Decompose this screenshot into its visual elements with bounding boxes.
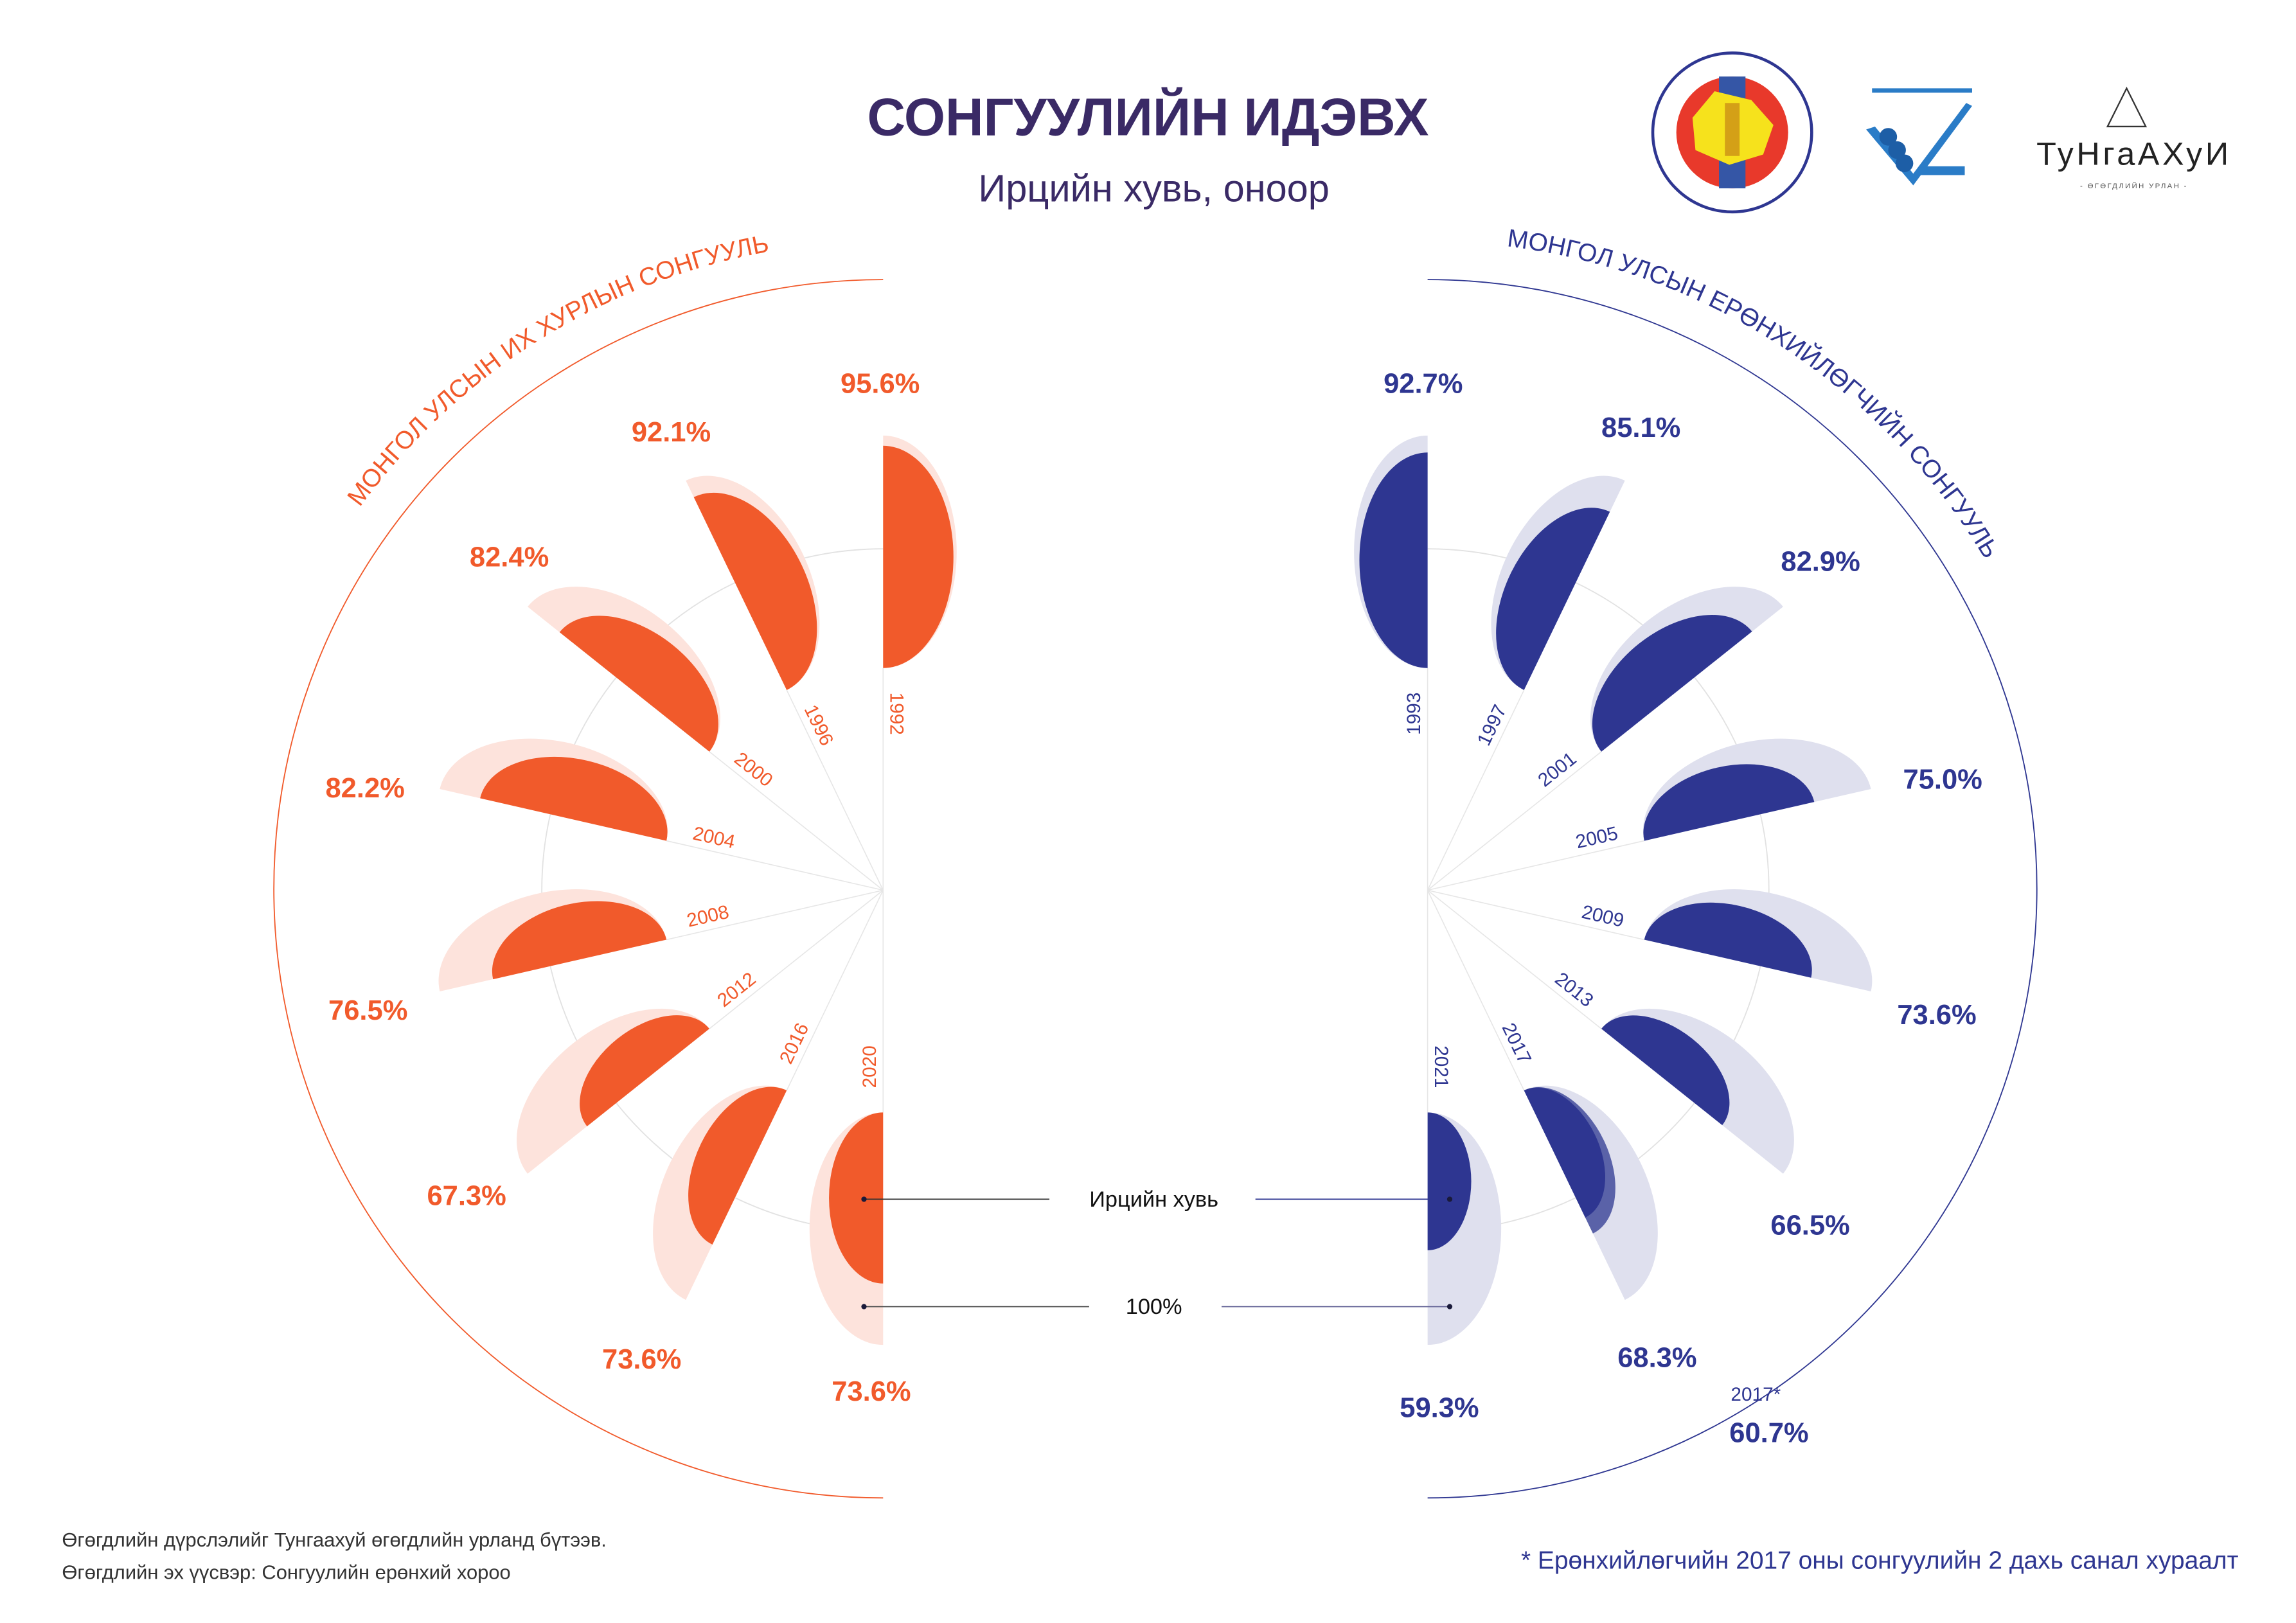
value-label: 68.3% xyxy=(1617,1343,1696,1374)
petal-value xyxy=(1427,1112,1472,1250)
petal-1992 xyxy=(882,435,957,891)
petal-2004 xyxy=(440,738,884,891)
year-label: 1997 xyxy=(1473,702,1511,749)
petal-value xyxy=(829,1112,884,1284)
radial-line xyxy=(709,889,884,1029)
value-label: 82.2% xyxy=(325,773,404,804)
tungaakhui-logo-text: ТуНгаАХуИ xyxy=(2036,135,2232,172)
petal-2020 xyxy=(809,890,884,1345)
series-title-parliament: МОНГОЛ УЛСЫН ИХ ХУРЛЫН СОНГУУЛЬ xyxy=(343,230,771,511)
radial-line xyxy=(709,751,884,891)
petal-1993 xyxy=(1354,435,1428,891)
petal-2005 xyxy=(1427,738,1871,891)
page-subtitle: Ирцийн хувь, оноор xyxy=(978,167,1329,210)
petal-2001 xyxy=(1427,587,1783,891)
radial-line xyxy=(1427,689,1525,891)
value-label: 82.4% xyxy=(470,542,549,573)
petal-value xyxy=(492,901,667,980)
year-label: 1996 xyxy=(800,702,837,749)
petal-value xyxy=(1359,452,1428,668)
radial-line xyxy=(1427,890,1525,1091)
legend: Ирцийн хувь 100% xyxy=(861,1187,1453,1319)
value-label: 76.5% xyxy=(328,995,407,1026)
radial-line xyxy=(1427,840,1644,891)
petal-value-2017-second xyxy=(1524,1087,1605,1218)
legend-full-label: 100% xyxy=(1126,1295,1182,1319)
footer-credit: Өгөгдлийн дүрслэлийг Тунгаахуй өгөгдлийн… xyxy=(62,1529,606,1551)
petal-value xyxy=(1644,902,1812,978)
value-label: 66.5% xyxy=(1770,1210,1849,1241)
petal-2008 xyxy=(438,889,884,991)
radial-line xyxy=(666,889,884,941)
outer-arc-left xyxy=(273,279,884,1499)
year-label-2017-second: 2017* xyxy=(1731,1384,1781,1405)
value-label: 95.6% xyxy=(841,368,920,399)
petal-1997 xyxy=(1427,475,1625,891)
value-label: 75.0% xyxy=(1903,765,1982,795)
year-label: 2012 xyxy=(713,968,760,1011)
petal-value xyxy=(883,445,954,668)
value-label: 82.9% xyxy=(1781,547,1860,578)
petal-value xyxy=(1496,508,1610,690)
radial-line xyxy=(1427,889,1602,1029)
year-label: 2021 xyxy=(1430,1045,1452,1088)
year-label: 2001 xyxy=(1534,748,1580,791)
year-label: 2017 xyxy=(1498,1020,1535,1067)
year-label: 2020 xyxy=(859,1045,880,1088)
value-label: 67.3% xyxy=(427,1181,506,1212)
year-label: 1992 xyxy=(886,693,907,735)
value-label-2017-second: 60.7% xyxy=(1729,1417,1808,1448)
value-label: 85.1% xyxy=(1601,412,1680,443)
value-label: 73.6% xyxy=(602,1344,681,1375)
radial-line xyxy=(1427,751,1602,891)
gec-logo xyxy=(1651,51,1813,214)
petal-2016 xyxy=(653,890,884,1300)
petal-2021 xyxy=(1427,890,1502,1345)
footer-note: * Ерөнхийлөгчийн 2017 оны сонгуулийн 2 д… xyxy=(1521,1547,2239,1574)
petal-value xyxy=(480,756,668,841)
petal-1996 xyxy=(686,475,884,891)
value-label: 92.1% xyxy=(632,417,711,448)
year-label: 1993 xyxy=(1403,693,1425,735)
petal-value xyxy=(559,616,718,752)
petal-value xyxy=(1592,615,1752,752)
outer-arc-right xyxy=(1427,279,2038,1499)
value-label: 92.7% xyxy=(1384,368,1463,399)
tungaakhui-logo-subtext: - ӨГӨГДЛИЙН УРЛАН - xyxy=(2080,182,2188,190)
radial-line xyxy=(1427,889,1644,941)
year-label: 2016 xyxy=(776,1020,813,1067)
petal-2012 xyxy=(517,889,884,1174)
petal-2009 xyxy=(1427,889,1873,991)
petal-value xyxy=(688,1086,787,1245)
value-label: 73.6% xyxy=(1897,1000,1976,1031)
petal-2000 xyxy=(528,587,884,891)
radial-line xyxy=(786,689,884,891)
tungaakhui-logo: ТуНгаАХуИ - ӨГӨГДЛИЙН УРЛАН - xyxy=(2036,86,2232,190)
legend-turnout-label: Ирцийн хувь xyxy=(1089,1187,1218,1212)
petal-value xyxy=(580,1015,709,1126)
footer-source: Өгөгдлийн эх үүсвэр: Сонгуулийн ерөнхий … xyxy=(62,1561,510,1583)
radial-line xyxy=(786,890,884,1091)
year-label: 2013 xyxy=(1551,968,1597,1011)
gec-center-logo xyxy=(1866,88,1972,186)
petal-value xyxy=(693,492,817,690)
petal-value xyxy=(1601,1015,1730,1126)
value-label: 73.6% xyxy=(832,1376,911,1407)
value-label: 59.3% xyxy=(1400,1392,1479,1423)
petals xyxy=(438,435,1873,1345)
petal-value xyxy=(1643,764,1815,841)
petal-2013 xyxy=(1427,889,1794,1174)
radial-line xyxy=(666,840,884,891)
page-title: СОНГУУЛИЙН ИДЭВХ xyxy=(867,88,1428,147)
year-label: 2000 xyxy=(730,748,776,791)
petal-2017 xyxy=(1427,890,1658,1300)
